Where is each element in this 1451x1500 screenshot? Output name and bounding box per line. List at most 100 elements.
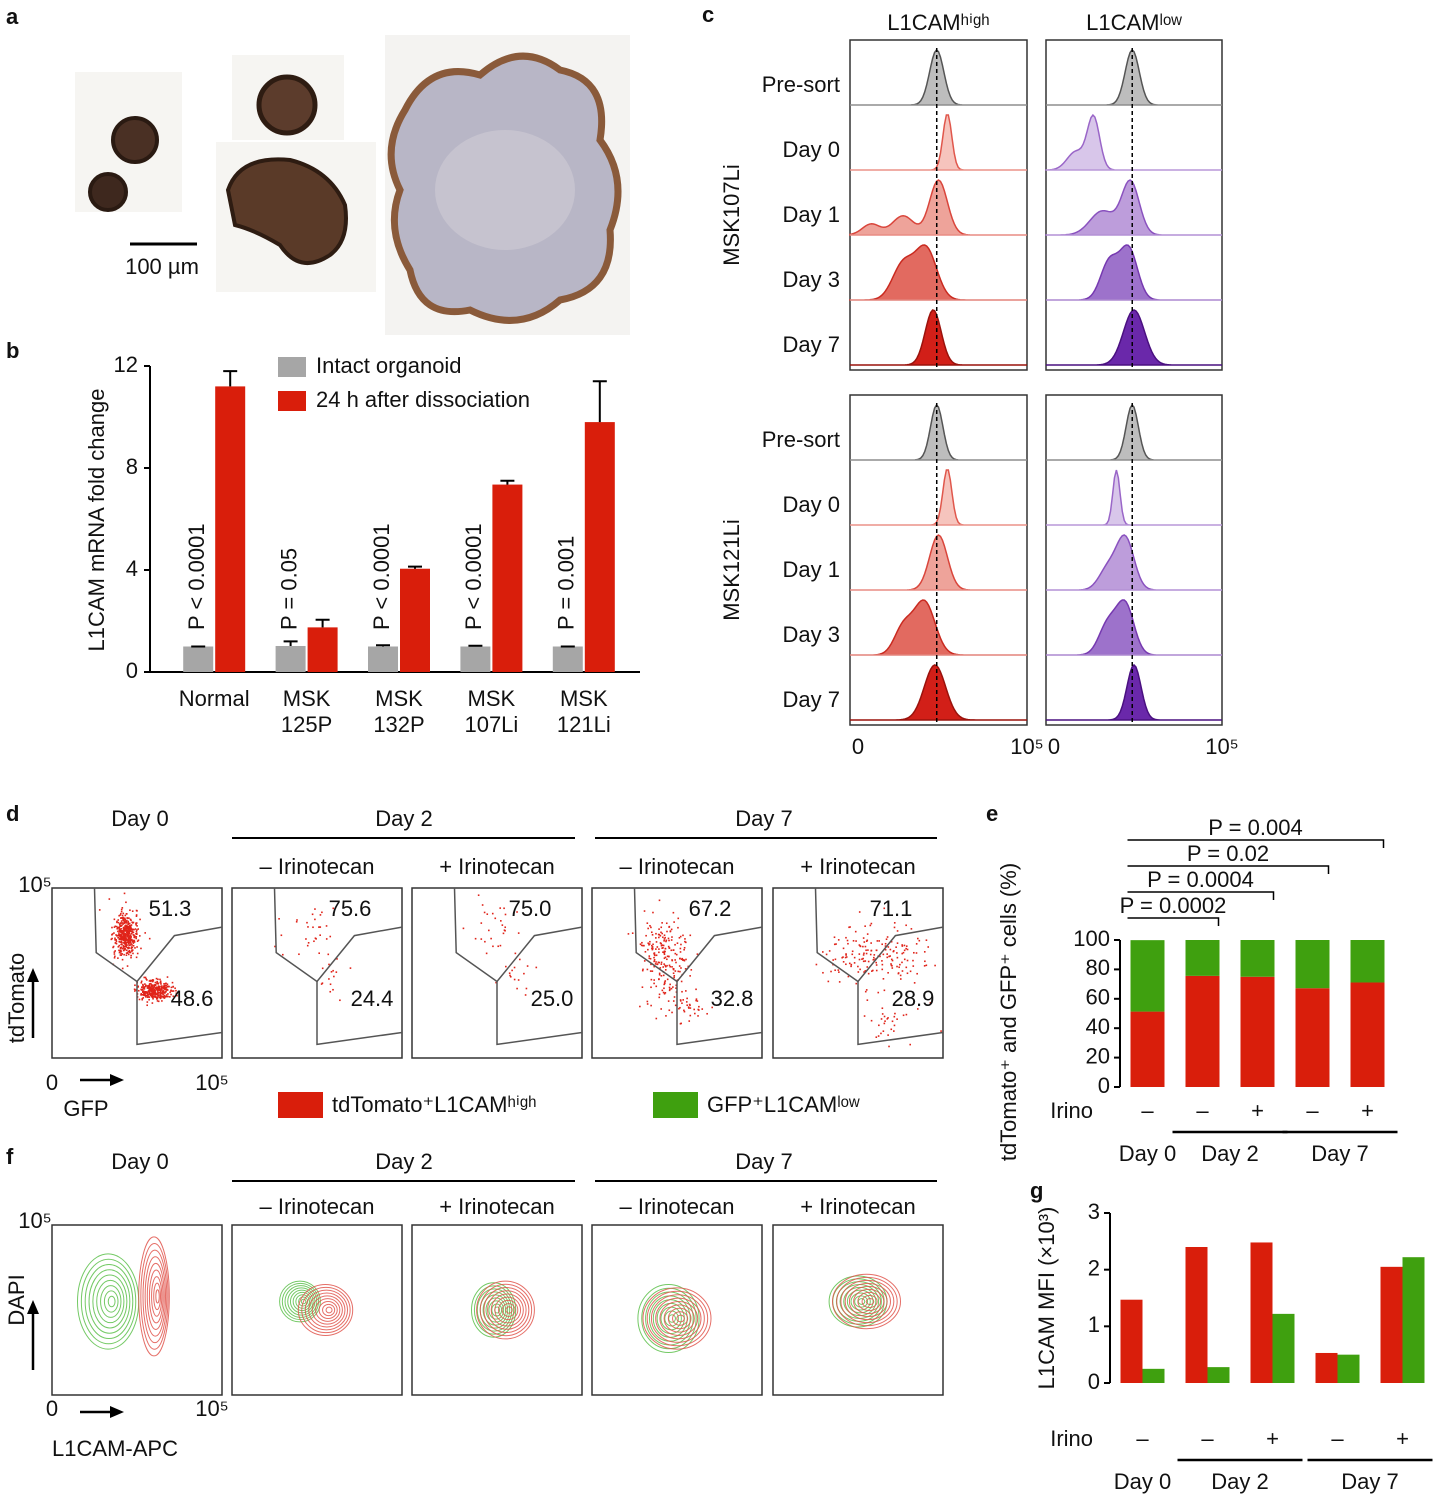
histogram <box>1046 403 1222 461</box>
event-dot <box>862 937 865 939</box>
event-dot <box>160 983 162 985</box>
event-dot <box>118 944 121 947</box>
contour <box>322 1303 336 1317</box>
event-dot <box>171 981 174 984</box>
significance-bracket <box>1127 839 1385 848</box>
x-tick-label: MSK 132P <box>373 686 425 737</box>
event-dot <box>674 959 676 961</box>
event-dot <box>126 924 128 927</box>
contour <box>297 1284 354 1336</box>
event-dot <box>155 986 158 989</box>
event-dot <box>151 989 154 992</box>
x-tick-label: – <box>1331 1426 1344 1451</box>
event-dot <box>833 936 836 939</box>
contour <box>140 1243 169 1350</box>
event-dot <box>650 963 652 966</box>
event-dot <box>321 911 323 914</box>
event-dot <box>129 941 132 944</box>
plot-frame <box>51 1224 223 1396</box>
event-dot <box>339 999 341 1002</box>
event-dot <box>649 957 652 960</box>
row-label: Irino <box>1050 1426 1093 1451</box>
event-dot <box>881 943 883 946</box>
panel-letter: b <box>6 338 19 363</box>
event-dot <box>128 935 130 937</box>
event-dot <box>131 944 133 946</box>
event-dot <box>148 985 151 988</box>
event-dot <box>690 969 693 971</box>
event-dot <box>896 952 898 954</box>
contour <box>284 1285 318 1318</box>
event-dot <box>825 953 828 956</box>
event-dot <box>121 924 123 927</box>
contour <box>844 1282 891 1321</box>
event-dot <box>912 959 914 962</box>
event-dot <box>148 984 151 987</box>
event-dot <box>122 933 124 935</box>
event-dot <box>513 966 516 969</box>
event-dot <box>887 946 890 948</box>
event-dot <box>174 987 176 990</box>
contour <box>318 1301 338 1319</box>
event-dot <box>157 1000 160 1003</box>
event-dot <box>658 973 661 976</box>
event-dot <box>646 968 649 971</box>
event-dot <box>862 960 865 963</box>
event-dot <box>664 947 667 950</box>
event-dot <box>118 949 120 952</box>
event-dot <box>144 993 146 995</box>
x-tick-label: 0 <box>1048 734 1060 759</box>
event-dot <box>332 988 334 991</box>
event-dot <box>111 937 113 940</box>
p-value: P < 0.0001 <box>184 523 209 630</box>
event-dot <box>125 954 128 957</box>
arrow-head <box>110 1074 124 1086</box>
event-dot <box>158 985 161 988</box>
event-dot <box>136 940 139 943</box>
event-dot <box>119 937 122 940</box>
event-dot <box>916 972 918 975</box>
contour <box>103 1290 119 1313</box>
event-dot <box>513 978 516 981</box>
event-dot <box>141 986 143 989</box>
event-dot <box>883 1015 886 1018</box>
event-dot <box>155 977 158 980</box>
event-dot <box>123 942 126 945</box>
contour <box>148 1269 164 1324</box>
event-dot <box>849 926 851 928</box>
event-dot <box>136 925 138 927</box>
event-dot <box>504 913 507 916</box>
event-dot <box>688 1020 691 1022</box>
event-dot <box>298 953 300 956</box>
event-dot <box>879 955 881 958</box>
event-dot <box>129 934 132 937</box>
event-dot <box>866 966 869 968</box>
event-dot <box>883 989 886 992</box>
bar <box>215 386 246 672</box>
event-dot <box>140 988 142 991</box>
event-dot <box>685 941 687 944</box>
row-label: Day 3 <box>783 267 840 292</box>
event-dot <box>647 948 649 951</box>
event-dot <box>119 941 122 943</box>
event-dot <box>494 917 497 920</box>
event-dot <box>655 961 657 963</box>
event-dot <box>504 926 507 929</box>
event-dot <box>830 970 832 973</box>
plot-frame <box>1045 39 1223 371</box>
event-dot <box>655 1017 658 1020</box>
contour <box>491 1303 503 1317</box>
histogram <box>1046 309 1222 366</box>
y-tick-label: 0 <box>1098 1073 1110 1098</box>
event-dot <box>864 945 867 948</box>
event-dot <box>145 978 147 980</box>
event-dot <box>474 937 477 940</box>
event-dot <box>655 932 657 935</box>
event-dot <box>163 994 166 997</box>
panel-letter: a <box>6 4 19 29</box>
event-dot <box>639 943 642 945</box>
event-dot <box>149 979 152 982</box>
event-dot <box>847 975 850 978</box>
event-dot <box>120 928 123 930</box>
event-dot <box>867 972 870 975</box>
